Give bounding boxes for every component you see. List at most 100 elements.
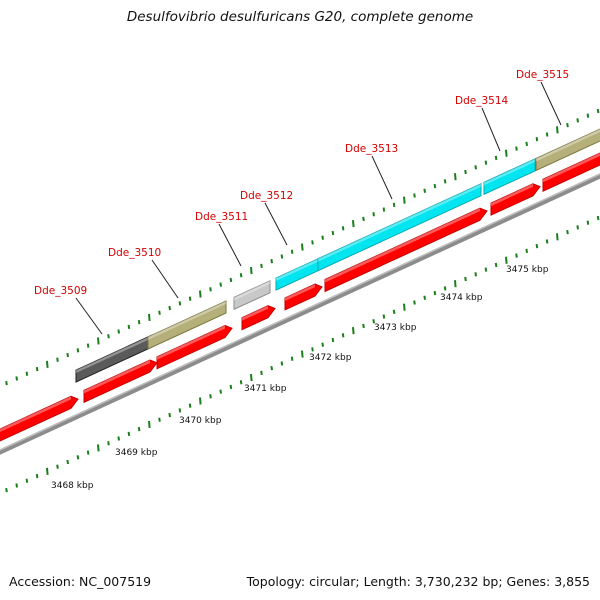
upper-tick-40 [403, 196, 406, 204]
upper-tick-32 [321, 235, 324, 240]
upper-tick-9 [86, 343, 90, 348]
upper-tick-27 [270, 259, 273, 264]
lower-tick-2 [15, 483, 18, 488]
lower-tick-24 [239, 380, 243, 385]
cds-arrow-3 [241, 305, 276, 331]
feature-bar-6 [535, 128, 600, 172]
feature-bar-3-highlight [276, 258, 318, 282]
gene-label-dde-3509[interactable]: Dde_3509 [34, 285, 87, 297]
lower-tick-37 [372, 319, 375, 324]
cds-arrow-4 [284, 283, 323, 311]
upper-tick-59 [596, 108, 600, 114]
lower-tick-43 [433, 290, 437, 296]
cds-arrow-2 [156, 324, 233, 370]
lower-tick-11 [107, 441, 110, 446]
backbone-line [0, 173, 600, 455]
lower-tick-58 [586, 220, 590, 225]
lower-tick-5 [46, 467, 49, 475]
lower-tick-45 [454, 280, 457, 288]
upper-tick-44 [443, 179, 447, 184]
upper-tick-1 [5, 380, 8, 386]
feature-bar-1 [147, 300, 227, 350]
upper-tick-48 [484, 160, 488, 165]
lower-tick-1 [5, 487, 8, 493]
gene-label-dde-3512[interactable]: Dde_3512 [240, 190, 293, 202]
lower-tick-9 [86, 450, 90, 455]
feature-bar-0-highlight [76, 335, 152, 374]
upper-tick-45 [454, 173, 457, 181]
scale-label-3470: 3470 kbp [179, 416, 222, 426]
cds-arrow-5 [324, 207, 488, 293]
gene-label-dde-3514[interactable]: Dde_3514 [455, 95, 509, 107]
upper-tick-19 [188, 296, 192, 301]
gene-label-dde-3513[interactable]: Dde_3513 [345, 143, 398, 155]
upper-tick-16 [158, 310, 161, 315]
leader-line-5 [481, 107, 501, 152]
lower-tick-6 [56, 464, 59, 469]
upper-tick-20 [199, 290, 202, 298]
lower-tick-22 [219, 389, 222, 394]
upper-tick-13 [127, 324, 131, 329]
lower-tick-52 [525, 248, 528, 254]
upper-tick-35 [352, 220, 355, 228]
cds-arrow-1 [83, 359, 158, 404]
leader-line-0 [75, 297, 103, 335]
upper-tick-25 [250, 266, 253, 275]
cds-arrow-3-highlight [242, 305, 268, 321]
cds-arrow-1-highlight [84, 359, 150, 394]
feature-bar-2-highlight [234, 280, 270, 301]
lower-tick-51 [515, 253, 518, 258]
cds-arrow-2-highlight [157, 325, 225, 360]
lower-tick-32 [321, 342, 324, 347]
lower-tick-44 [443, 286, 447, 291]
lower-tick-29 [290, 356, 294, 361]
cds-arrow-7-highlight [543, 152, 600, 183]
cds-arrow-6-highlight [491, 183, 533, 207]
lower-tick-28 [280, 361, 284, 366]
lower-tick-38 [382, 314, 386, 319]
cds-arrow-0 [0, 395, 79, 442]
feature-bar-6-highlight [536, 129, 600, 162]
lower-tick-27 [270, 366, 273, 371]
upper-tick-22 [219, 282, 222, 287]
upper-tick-46 [464, 169, 467, 175]
gene-label-dde-3511[interactable]: Dde_3511 [195, 211, 248, 223]
upper-tick-39 [392, 202, 396, 208]
accession-text: Accession: NC_007519 [9, 574, 152, 589]
upper-tick-51 [515, 146, 518, 151]
upper-tick-57 [576, 118, 579, 123]
leader-line-3 [264, 202, 288, 246]
scale-label-3473: 3473 kbp [374, 323, 417, 333]
label-leaders [75, 81, 562, 335]
lower-tick-16 [158, 417, 161, 422]
cds-arrow-7 [542, 152, 600, 193]
lower-tick-17 [168, 412, 171, 418]
feature-bar-5-highlight [484, 158, 535, 186]
upper-tick-11 [107, 334, 110, 339]
cds-arrow-6 [490, 183, 541, 216]
upper-tick-38 [382, 207, 386, 212]
lower-tick-20 [199, 397, 202, 405]
gene-label-dde-3515[interactable]: Dde_3515 [516, 69, 569, 81]
leader-line-4 [371, 155, 393, 200]
lower-tick-26 [260, 370, 263, 375]
feature-bar-2 [233, 280, 271, 311]
upper-tick-41 [413, 193, 416, 198]
lower-tick-8 [76, 455, 80, 460]
upper-tick-7 [66, 352, 69, 358]
upper-tick-8 [76, 348, 80, 353]
upper-tick-52 [525, 141, 528, 147]
upper-tick-30 [301, 243, 304, 251]
scale-label-3472: 3472 kbp [309, 353, 352, 363]
feature-bar-4 [317, 182, 482, 272]
upper-tick-2 [15, 376, 18, 381]
lower-tick-31 [311, 347, 314, 352]
scale-label-3468: 3468 kbp [51, 481, 94, 491]
leader-line-1 [151, 259, 179, 299]
upper-tick-6 [56, 357, 59, 362]
upper-tick-23 [229, 277, 233, 283]
leader-line-6 [540, 81, 562, 126]
scale-label-3475: 3475 kbp [506, 265, 549, 275]
upper-tick-14 [137, 320, 141, 325]
gene-label-dde-3510[interactable]: Dde_3510 [108, 247, 161, 259]
